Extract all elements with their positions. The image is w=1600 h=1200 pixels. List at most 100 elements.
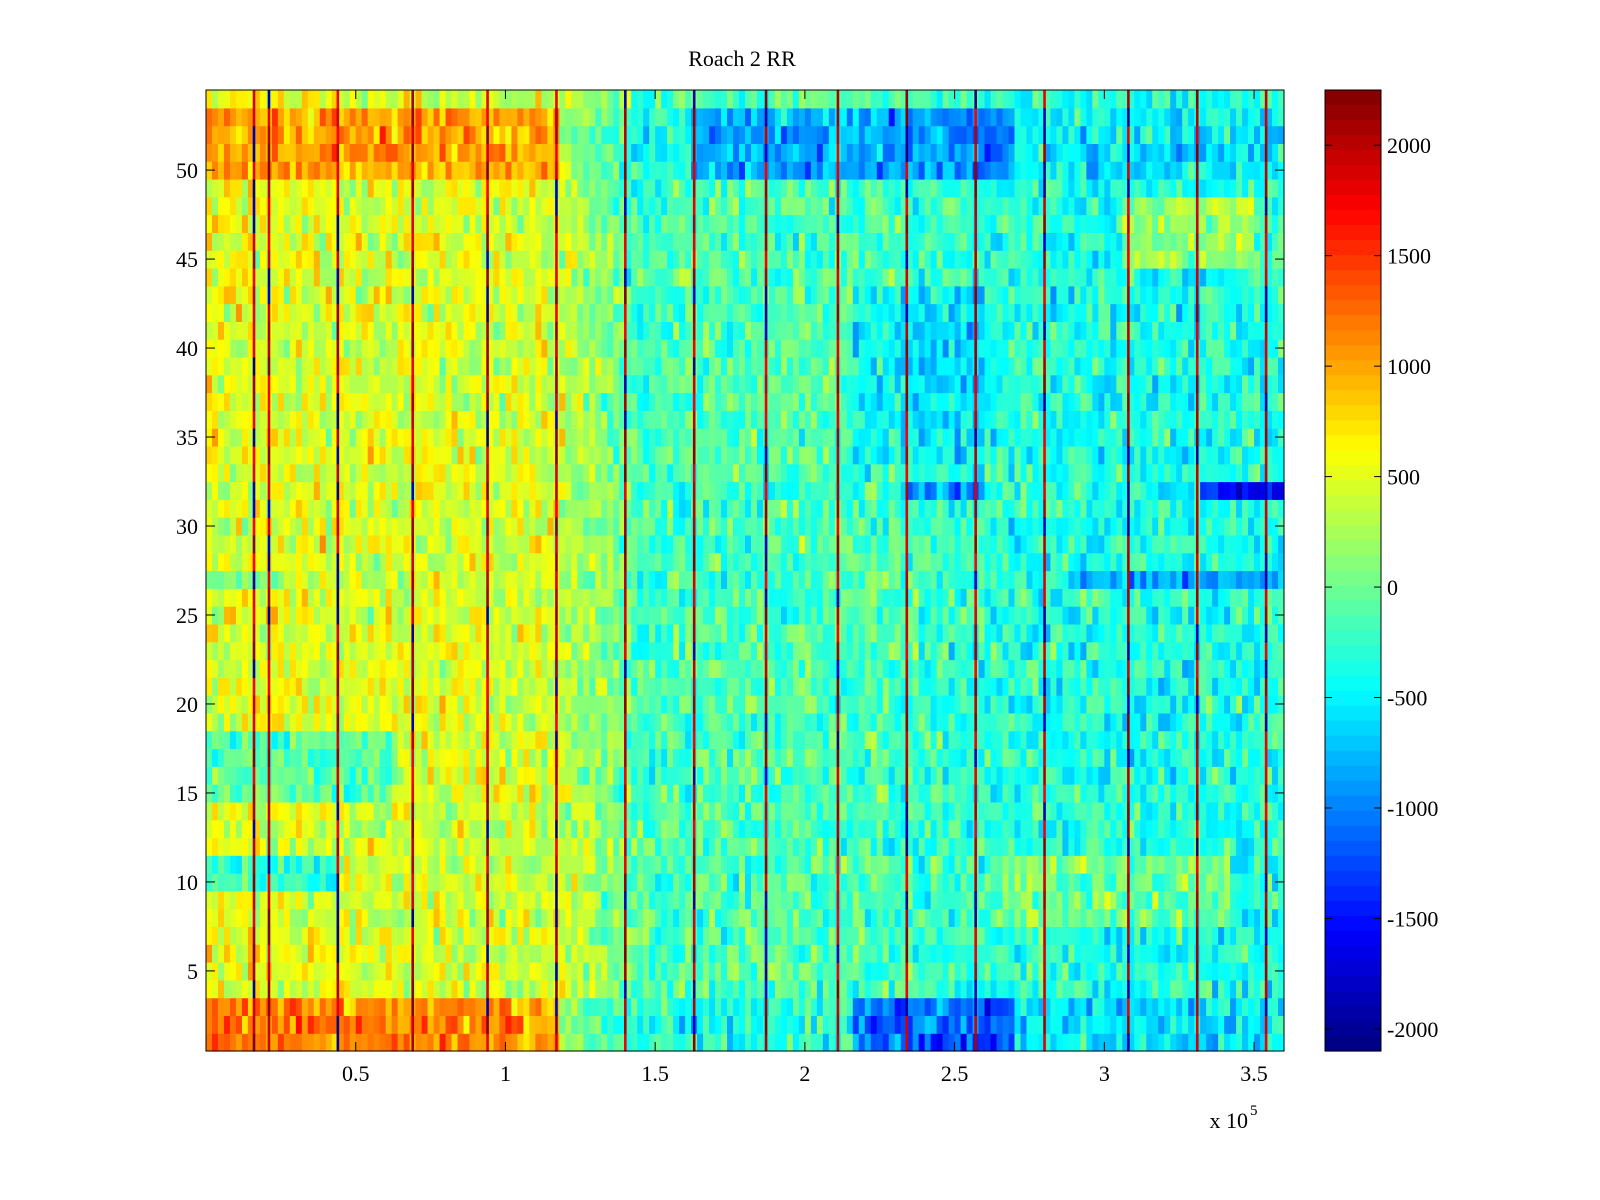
- heatmap-cell: [1050, 641, 1058, 661]
- heatmap-cell: [798, 837, 806, 856]
- heatmap-cell: [942, 641, 950, 661]
- heatmap-cell: [1236, 873, 1243, 892]
- heatmap-cell: [1224, 890, 1231, 910]
- heatmap-cell: [433, 784, 441, 803]
- heatmap-cell: [745, 819, 752, 839]
- heatmap-cell: [786, 1033, 794, 1052]
- heatmap-cell: [888, 873, 896, 892]
- heatmap-cell: [427, 837, 435, 856]
- heatmap-cell: [319, 801, 327, 821]
- heatmap-cell: [1224, 570, 1231, 589]
- heatmap-cell: [259, 695, 267, 714]
- heatmap-cell: [1104, 588, 1111, 607]
- heatmap-cell: [864, 766, 872, 785]
- heatmap-cell: [577, 659, 584, 678]
- heatmap-cell: [954, 890, 962, 910]
- heatmap-cell: [864, 695, 872, 714]
- heatmap-cell: [583, 873, 590, 892]
- heatmap-cell: [990, 623, 998, 643]
- heatmap-cell: [810, 641, 818, 661]
- heatmap-cell: [403, 641, 411, 661]
- heatmap-cell: [241, 606, 249, 625]
- heatmap-cell: [1080, 908, 1087, 928]
- heatmap-cell: [709, 962, 716, 981]
- heatmap-cell: [673, 926, 680, 945]
- heatmap-cell: [768, 819, 776, 839]
- heatmap-cell: [361, 979, 369, 999]
- heatmap-cell: [337, 695, 345, 714]
- heatmap-cell: [1050, 570, 1058, 589]
- heatmap-cell: [858, 819, 866, 839]
- heatmap-cell: [517, 1015, 525, 1034]
- heatmap-cell: [1116, 659, 1123, 678]
- heatmap-cell: [283, 677, 291, 696]
- heatmap-cell: [1254, 659, 1261, 678]
- heatmap-cell: [1020, 623, 1028, 643]
- heatmap-cell: [667, 730, 674, 750]
- heatmap-cell: [1020, 730, 1028, 750]
- heatmap-cell: [283, 659, 291, 678]
- heatmap-cell: [1278, 677, 1285, 696]
- heatmap-cell: [1278, 979, 1285, 999]
- heatmap-cell: [930, 819, 938, 839]
- heatmap-cell: [325, 695, 333, 714]
- heatmap-cell: [1254, 962, 1261, 981]
- heatmap-cell: [1032, 570, 1040, 589]
- heatmap-cell: [870, 1033, 878, 1052]
- heatmap-cell: [283, 837, 291, 856]
- heatmap-cell: [864, 623, 872, 643]
- heatmap-cell: [942, 677, 950, 696]
- heatmap-cell: [996, 837, 1004, 856]
- heatmap-cell: [589, 748, 596, 767]
- heatmap-cell: [643, 962, 650, 981]
- heatmap-cell: [894, 606, 902, 625]
- heatmap-cell: [697, 819, 704, 839]
- heatmap-cell: [505, 908, 513, 928]
- heatmap-cell: [295, 784, 303, 803]
- heatmap-cell: [822, 552, 830, 572]
- heatmap-cell: [888, 588, 896, 607]
- heatmap-cell: [547, 641, 554, 661]
- heatmap-cell: [1236, 659, 1243, 678]
- heatmap-cell: [840, 730, 848, 750]
- heatmap-cell: [1260, 908, 1267, 928]
- heatmap-cell: [948, 1033, 956, 1052]
- heatmap-cell: [529, 855, 536, 874]
- heatmap-cell: [810, 552, 818, 572]
- heatmap-cell: [421, 623, 429, 643]
- heatmap-cell: [637, 855, 644, 874]
- heatmap-cell: [343, 873, 351, 892]
- heatmap-cell: [1008, 819, 1016, 839]
- heatmap-cell: [319, 1033, 327, 1052]
- heatmap-cell: [870, 1015, 878, 1034]
- heatmap-cell: [739, 677, 746, 696]
- heatmap-cell: [517, 695, 525, 714]
- heatmap-cell: [924, 801, 932, 821]
- heatmap-cell: [685, 819, 692, 839]
- heatmap-cell: [1056, 784, 1064, 803]
- heatmap-cell: [397, 766, 405, 785]
- heatmap-cell: [924, 588, 932, 607]
- heatmap-cell: [289, 623, 297, 643]
- heatmap-cell: [289, 552, 297, 572]
- heatmap-cell: [1002, 695, 1010, 714]
- heatmap-cell: [589, 944, 596, 963]
- heatmap-cell: [870, 926, 878, 945]
- heatmap-cell: [840, 1015, 848, 1034]
- heatmap-cell: [888, 997, 896, 1017]
- heatmap-cell: [571, 659, 578, 678]
- heatmap-cell: [487, 801, 495, 821]
- heatmap-cell: [798, 890, 806, 910]
- heatmap-cell: [1242, 677, 1249, 696]
- heatmap-cell: [547, 695, 554, 714]
- heatmap-cell: [780, 855, 788, 874]
- heatmap-cell: [463, 890, 471, 910]
- heatmap-cell: [936, 748, 944, 767]
- heatmap-cell: [421, 801, 429, 821]
- heatmap-cell: [1050, 659, 1058, 678]
- heatmap-cell: [679, 855, 686, 874]
- heatmap-cell: [529, 552, 536, 572]
- heatmap-cell: [870, 837, 878, 856]
- heatmap-cell: [804, 890, 812, 910]
- heatmap-cell: [996, 926, 1004, 945]
